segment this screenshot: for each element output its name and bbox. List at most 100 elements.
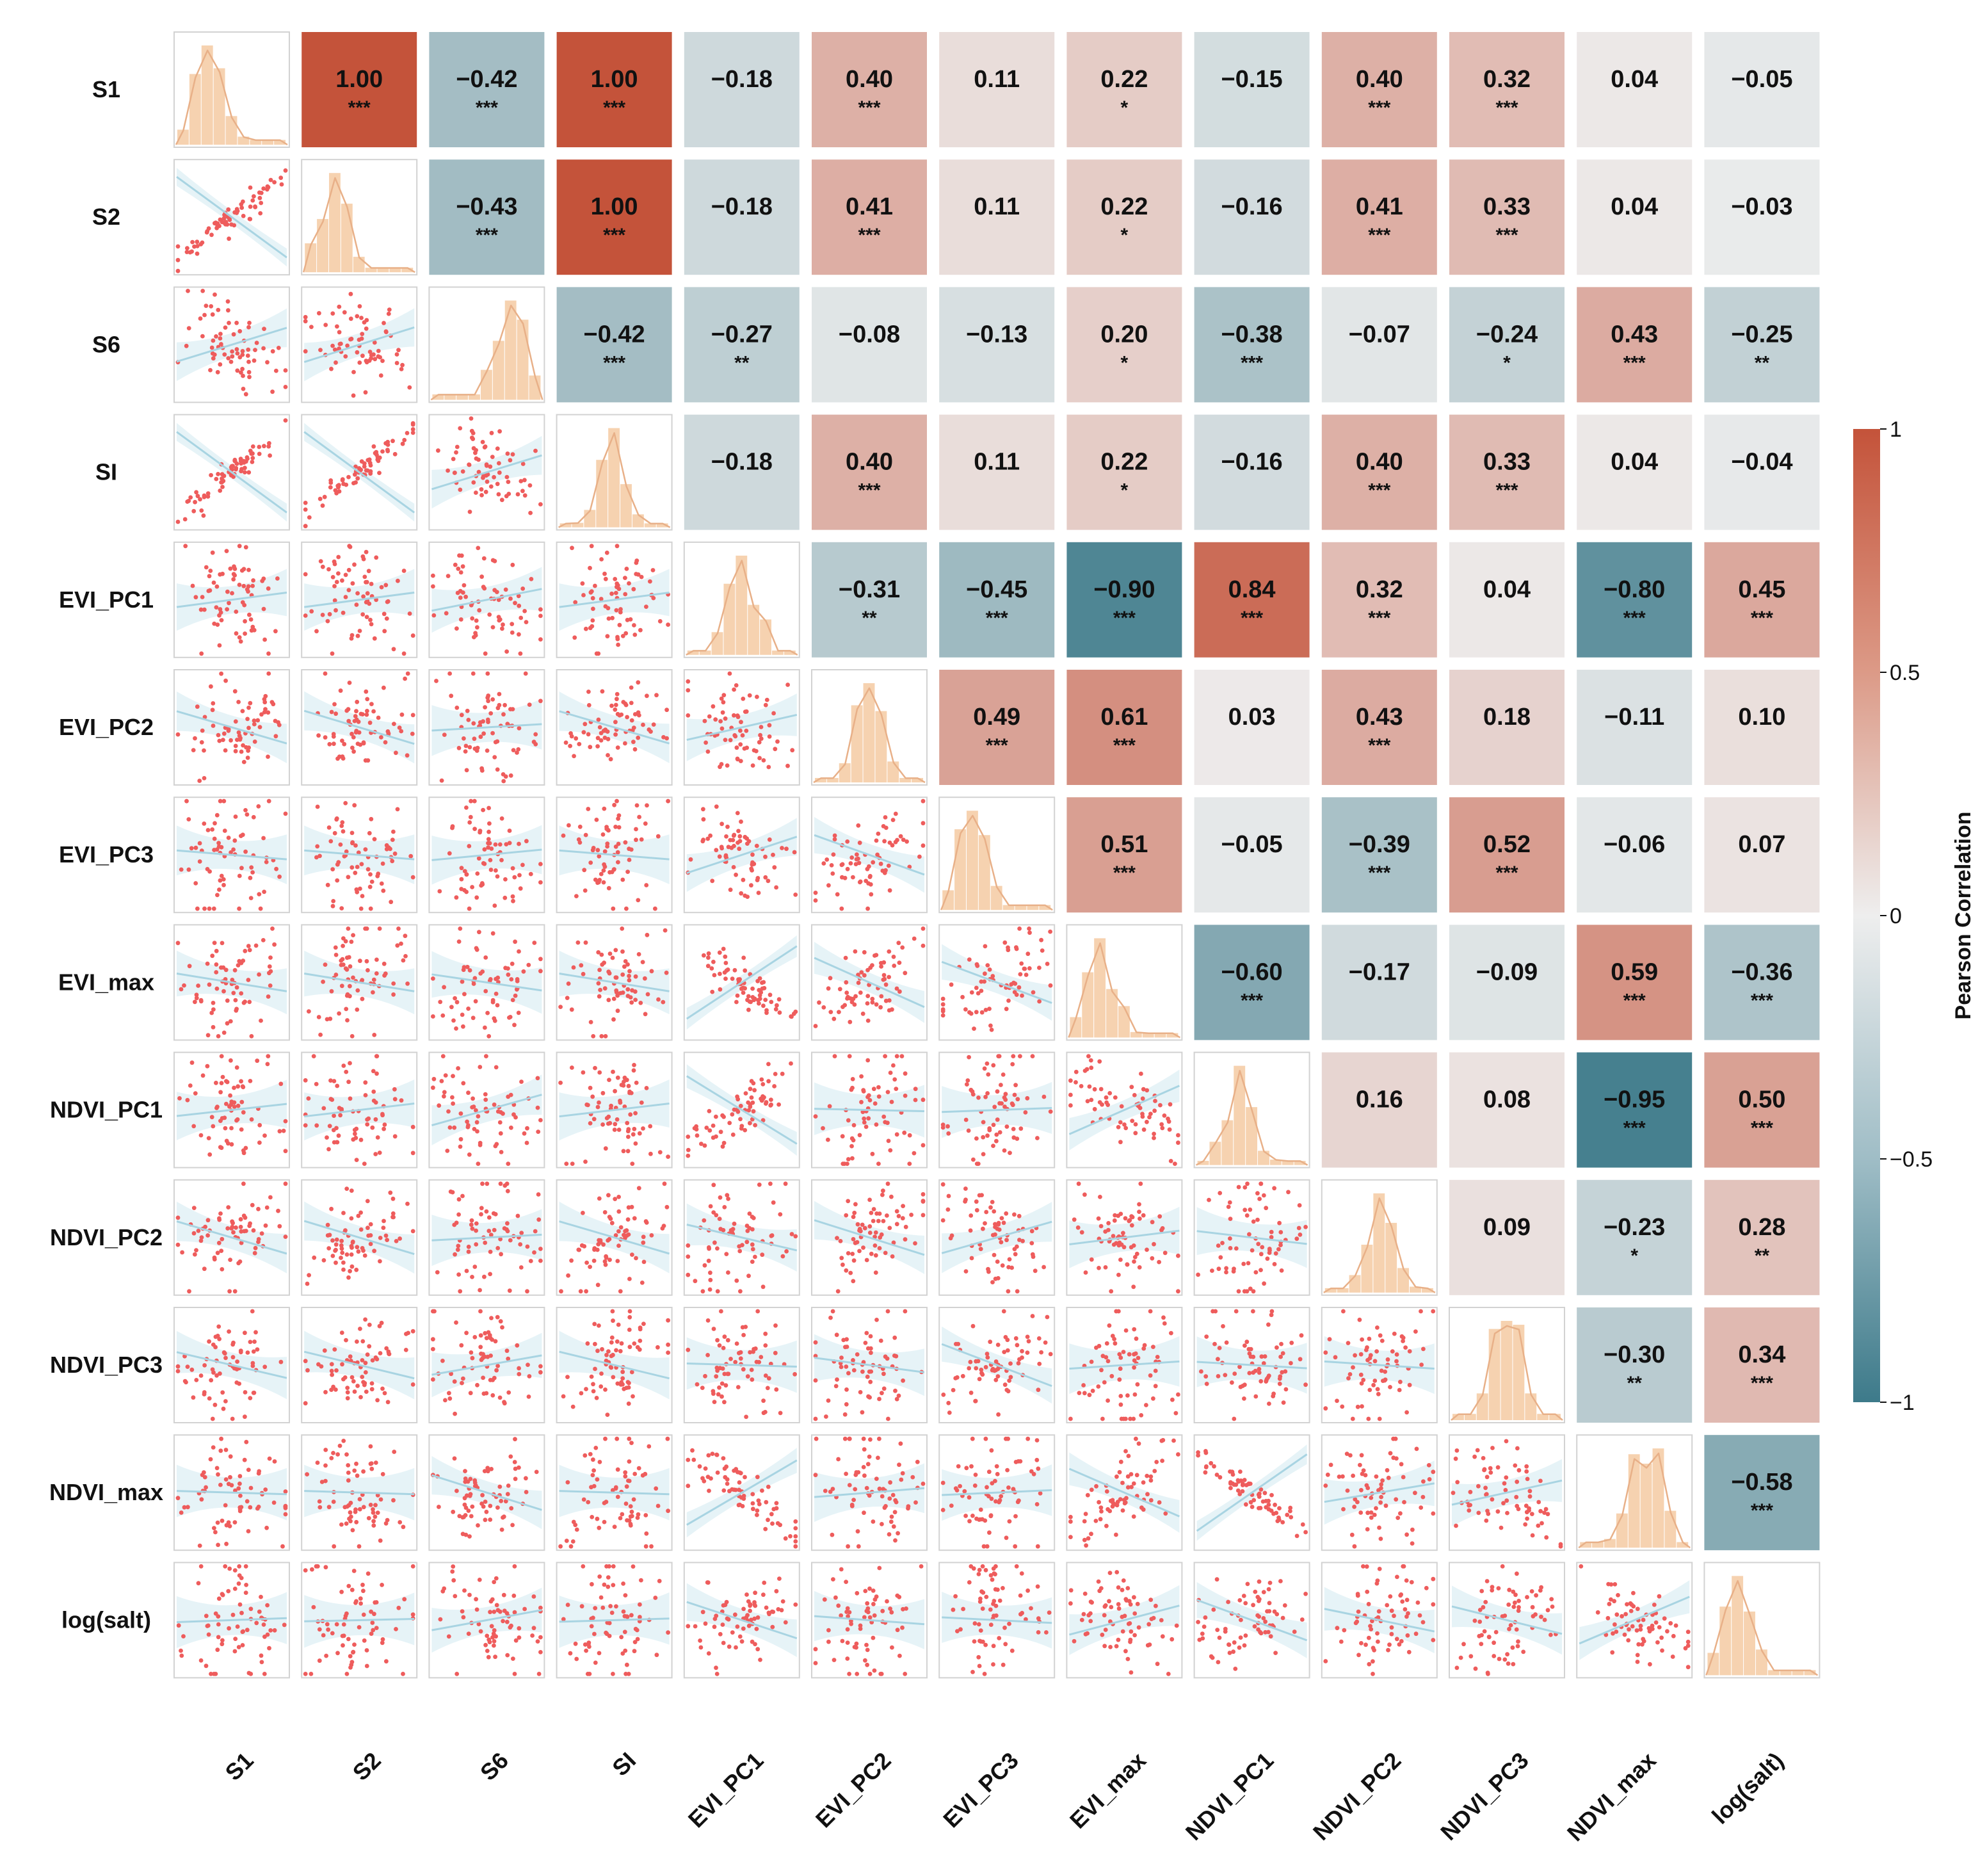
scatter-point bbox=[969, 990, 974, 995]
scatter-point bbox=[488, 484, 494, 489]
scatter-point bbox=[350, 1528, 355, 1533]
scatter-point bbox=[248, 1221, 252, 1226]
scatter-point bbox=[1025, 1350, 1030, 1355]
regression-line bbox=[431, 1354, 542, 1376]
scatter-point bbox=[953, 1376, 958, 1380]
scatter-point bbox=[335, 1140, 340, 1145]
scatter-point bbox=[616, 1195, 621, 1199]
scatter-point bbox=[1367, 1336, 1372, 1341]
correlation-tile bbox=[1577, 925, 1693, 1040]
scatter-point bbox=[538, 1247, 543, 1251]
scatter-point bbox=[241, 199, 245, 204]
scatter-point bbox=[230, 591, 234, 595]
correlation-cell: 0.04 bbox=[1577, 159, 1693, 275]
scatter-point bbox=[983, 1008, 988, 1012]
scatter-point bbox=[404, 1332, 408, 1336]
scatter-point bbox=[970, 1436, 975, 1441]
scatter-point bbox=[702, 1263, 707, 1268]
scatter-point bbox=[1117, 1377, 1122, 1382]
scatter-point bbox=[657, 1150, 663, 1154]
scatter-point bbox=[869, 1211, 874, 1215]
scatter-point bbox=[410, 713, 415, 718]
scatter-point bbox=[764, 1500, 769, 1505]
scatter-point bbox=[243, 392, 248, 397]
correlation-tile bbox=[1194, 287, 1310, 403]
scatter-point bbox=[634, 827, 638, 832]
scatter-point bbox=[534, 1469, 539, 1475]
scatter-point bbox=[251, 1349, 256, 1354]
scatter-point bbox=[994, 1132, 999, 1137]
scatter-point bbox=[236, 1261, 241, 1266]
scatter-point bbox=[254, 341, 259, 345]
histogram-panel bbox=[683, 541, 800, 658]
scatter-point bbox=[859, 1074, 864, 1079]
scatter-point bbox=[363, 1093, 368, 1097]
scatter-point bbox=[707, 1109, 712, 1113]
kde-curve bbox=[430, 304, 543, 401]
column-label: log(salt) bbox=[1707, 1747, 1789, 1829]
scatter-point bbox=[894, 1500, 899, 1505]
scatter-point bbox=[723, 716, 728, 721]
scatter-point bbox=[1421, 1346, 1426, 1352]
scatter-point bbox=[185, 1097, 190, 1103]
scatter-point bbox=[566, 1273, 570, 1278]
correlation-tile bbox=[1449, 797, 1565, 913]
scatter-point bbox=[482, 1274, 487, 1279]
scatter-point bbox=[341, 936, 346, 941]
scatter-point bbox=[613, 590, 618, 595]
scatter-point bbox=[339, 1522, 344, 1527]
scatter-point bbox=[604, 1352, 609, 1357]
scatter-point bbox=[226, 308, 230, 313]
scatter-point bbox=[516, 747, 521, 752]
scatter-point bbox=[759, 1355, 764, 1359]
scatter-point bbox=[475, 625, 479, 630]
scatter-point bbox=[350, 1375, 355, 1380]
scatter-point bbox=[602, 735, 607, 740]
scatter-point bbox=[631, 586, 636, 592]
correlation-tile bbox=[812, 287, 927, 403]
scatter-point bbox=[1031, 990, 1036, 995]
scatter-point bbox=[688, 857, 693, 862]
scatter-point bbox=[641, 722, 645, 727]
correlation-tile bbox=[1066, 414, 1182, 530]
scatter-point bbox=[283, 811, 288, 816]
histogram-panel bbox=[1321, 1179, 1438, 1296]
scatter-point bbox=[706, 1453, 711, 1458]
correlation-value: −0.03 bbox=[1731, 193, 1792, 220]
scatter-point bbox=[494, 1142, 499, 1147]
scatter-point bbox=[353, 1131, 357, 1136]
scatter-point bbox=[766, 1376, 771, 1381]
scatter-point bbox=[983, 1221, 987, 1225]
scatter-point bbox=[175, 1364, 181, 1369]
scatter-point bbox=[903, 1224, 908, 1229]
scatter-point bbox=[359, 862, 364, 866]
scatter-point bbox=[490, 455, 495, 459]
scatter-point bbox=[384, 616, 389, 621]
scatter-point bbox=[600, 1090, 606, 1096]
scatter-point bbox=[813, 1378, 818, 1383]
scatter-point bbox=[1000, 1263, 1005, 1268]
scatter-panel bbox=[683, 1179, 800, 1296]
scatter-point bbox=[233, 814, 238, 819]
scatter-panel bbox=[1193, 1179, 1310, 1296]
row-label: EVI_PC2 bbox=[59, 714, 154, 740]
scatter-point bbox=[240, 366, 245, 371]
scatter-point bbox=[592, 1322, 597, 1327]
scatter-point bbox=[1162, 1321, 1167, 1326]
scatter-point bbox=[628, 1514, 633, 1519]
scatter-point bbox=[479, 1212, 483, 1217]
scatter-point bbox=[218, 332, 223, 336]
scatter-point bbox=[1168, 1102, 1173, 1107]
scatter-point bbox=[307, 1009, 311, 1014]
scatter-point bbox=[184, 1380, 188, 1385]
scatter-point bbox=[278, 1081, 284, 1087]
scatter-point bbox=[858, 991, 863, 995]
scatter-point bbox=[887, 998, 892, 1003]
scatter-point bbox=[643, 1012, 648, 1017]
histogram-bar bbox=[401, 268, 414, 273]
correlation-tile bbox=[1194, 414, 1310, 530]
scatter-point bbox=[507, 1015, 511, 1020]
scatter-point bbox=[903, 1237, 908, 1242]
scatter-point bbox=[1134, 1251, 1139, 1256]
scatter-point bbox=[431, 1309, 435, 1314]
